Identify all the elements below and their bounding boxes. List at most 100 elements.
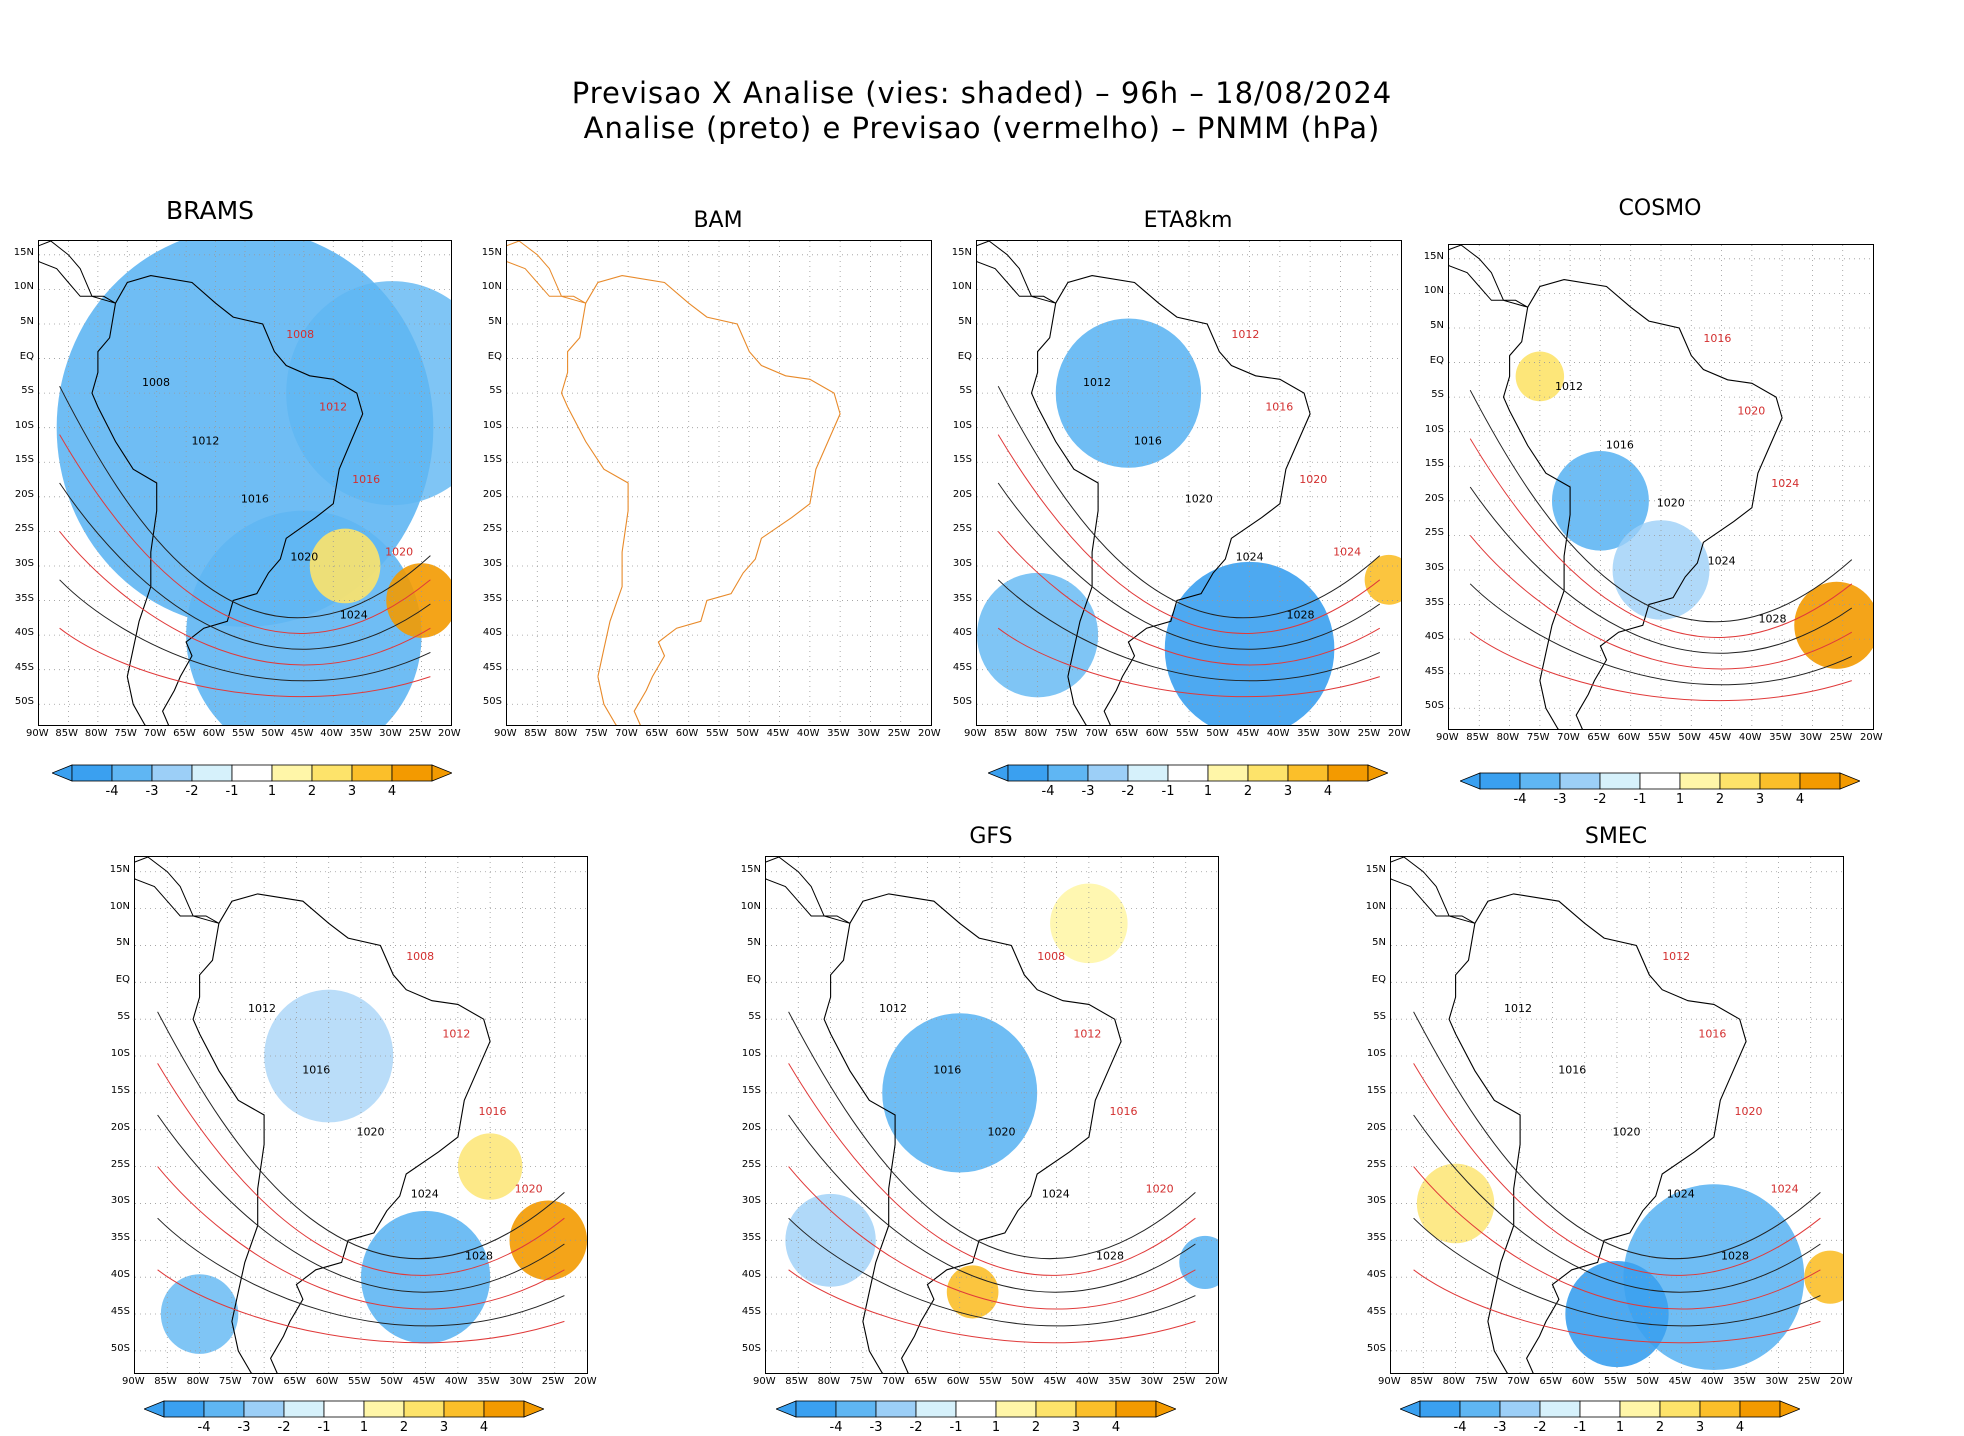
lat-tick-label: 45S xyxy=(482,661,502,673)
lon-tick-label: 35W xyxy=(349,728,373,739)
contour-label-analysis: 1012 xyxy=(1555,380,1583,393)
map-frame: 1012 1016 1020 1024 1028 1012 1016 1020 1024 xyxy=(1390,856,1844,1374)
lon-tick-label: 55W xyxy=(1648,732,1671,743)
colorbar-segment xyxy=(1419,1400,1461,1418)
lon-tick-label: 90W xyxy=(753,1376,776,1387)
lat-tick-label: 25S xyxy=(110,1158,130,1170)
lon-tick-label: 85W xyxy=(55,728,79,739)
colorbar-label: -2 xyxy=(1533,1420,1547,1435)
colorbar xyxy=(776,1400,1176,1418)
map-svg: 1012 1016 1020 1024 1028 1008 1012 1016 1020 xyxy=(766,857,1218,1373)
colorbar-segment xyxy=(1559,772,1601,790)
lat-tick-label: 10S xyxy=(110,1048,130,1060)
lon-tick-label: 80W xyxy=(1024,728,1048,739)
isobar-line xyxy=(59,627,431,698)
lat-tick-label: 35S xyxy=(1366,1232,1386,1244)
contour-label-analysis: 1008 xyxy=(142,376,170,389)
contour-label-analysis: 1024 xyxy=(1236,550,1264,563)
lon-tick-label: 40W xyxy=(1075,1376,1099,1387)
colorbar-segment xyxy=(955,1400,997,1418)
lon-tick-label: 40W xyxy=(796,728,820,739)
bias-shading xyxy=(286,281,451,506)
lon-tick-label: 30W xyxy=(509,1376,533,1387)
colorbar-label: -2 xyxy=(1593,792,1607,807)
colorbar-segment xyxy=(203,1400,245,1418)
lat-tick-label: 25S xyxy=(741,1158,761,1170)
colorbar-segment xyxy=(243,1400,285,1418)
contour-label-forecast: 1012 xyxy=(319,400,347,413)
lon-tick-label: 90W xyxy=(26,728,49,739)
lat-tick-label: 35S xyxy=(14,592,34,604)
lon-tick-label: 60W xyxy=(946,1376,970,1387)
lat-tick-label: 5S xyxy=(489,385,502,397)
lat-tick-label: 15N xyxy=(1365,863,1386,875)
lon-tick-label: 30W xyxy=(379,728,402,739)
lon-tick-label: 20W xyxy=(1860,732,1883,743)
lat-tick-label: 25S xyxy=(482,523,502,535)
south-america-outline xyxy=(1502,279,1783,729)
lon-tick-label: 70W xyxy=(251,1376,274,1387)
lat-tick-label: 50S xyxy=(14,696,34,708)
panel-title: SMEC xyxy=(1584,824,1648,849)
colorbar-label: 2 xyxy=(1715,792,1725,807)
lat-tick-label: 10N xyxy=(109,900,130,912)
lat-tick-label: 10N xyxy=(740,900,761,912)
colorbar-label: 3 xyxy=(347,784,357,799)
lat-tick-label: 35S xyxy=(110,1232,130,1244)
contour-label-forecast: 1016 xyxy=(1110,1105,1138,1118)
colorbar-label: -1 xyxy=(949,1420,963,1435)
bias-shading xyxy=(1565,1260,1669,1368)
isobar-line xyxy=(157,1114,565,1293)
colorbar-label: -3 xyxy=(237,1420,251,1435)
lat-tick-label: 30S xyxy=(14,557,34,569)
colorbar-label: -3 xyxy=(1553,792,1567,807)
colorbar-segment xyxy=(1459,1400,1501,1418)
colorbar-segment xyxy=(271,764,313,782)
bias-shading xyxy=(1794,581,1873,669)
contour-label-forecast: 1016 xyxy=(1265,400,1293,413)
lon-tick-label: 55W xyxy=(1176,728,1199,739)
lat-tick-label: 35S xyxy=(1424,596,1444,608)
contour-label-analysis: 1020 xyxy=(1612,1126,1640,1139)
lat-tick-label: 30S xyxy=(1424,561,1444,573)
lat-tick-label: EQ xyxy=(957,350,972,362)
lat-tick-label: 35S xyxy=(952,592,972,604)
contour-label-analysis: 1024 xyxy=(411,1188,439,1201)
lat-tick-label: 10S xyxy=(482,419,502,431)
colorbar-segment xyxy=(1247,764,1289,782)
isobar-line xyxy=(1469,583,1853,686)
lat-tick-label: 30S xyxy=(741,1195,761,1207)
lon-tick-label: 55W xyxy=(348,1376,371,1387)
colorbar-segment xyxy=(1799,772,1841,790)
south-america-outline xyxy=(1448,893,1747,1373)
lon-tick-label: 65W xyxy=(645,728,669,739)
lon-tick-label: 50W xyxy=(1011,1376,1034,1387)
lon-tick-label: 35W xyxy=(827,728,850,739)
contour-label-analysis: 1016 xyxy=(1558,1064,1586,1077)
colorbar-segment xyxy=(1287,764,1329,782)
isobar-line xyxy=(788,1166,1196,1310)
lon-tick-label: 60W xyxy=(1617,732,1641,743)
isobar-line xyxy=(1413,1063,1821,1276)
lat-tick-label: 40S xyxy=(14,627,34,639)
bias-shading xyxy=(1416,1163,1495,1244)
lat-tick-label: 15S xyxy=(952,454,972,466)
lat-tick-label: EQ xyxy=(1371,974,1386,986)
contour-label-forecast: 1024 xyxy=(1771,1182,1799,1195)
lon-tick-label: 45W xyxy=(1043,1376,1067,1387)
colorbar-segment xyxy=(1679,772,1721,790)
colorbar-segment xyxy=(443,1400,485,1418)
lon-tick-label: 40W xyxy=(1266,728,1290,739)
lon-tick-label: 50W xyxy=(380,1376,403,1387)
lon-tick-label: 70W xyxy=(1557,732,1580,743)
isobar-line xyxy=(157,1269,565,1344)
lon-tick-label: 25W xyxy=(541,1376,565,1387)
isobar-line xyxy=(1413,1114,1821,1293)
contour-label-forecast: 1016 xyxy=(479,1105,507,1118)
lat-tick-label: 5N xyxy=(747,937,761,949)
lat-tick-label: 40S xyxy=(1424,631,1444,643)
lon-tick-label: 30W xyxy=(1327,728,1351,739)
contour-label-forecast: 1008 xyxy=(1037,950,1065,963)
lat-tick-label: 10N xyxy=(13,281,34,293)
map-svg: 1012 1016 1020 1024 1028 1008 1012 1016 1020 xyxy=(135,857,587,1373)
